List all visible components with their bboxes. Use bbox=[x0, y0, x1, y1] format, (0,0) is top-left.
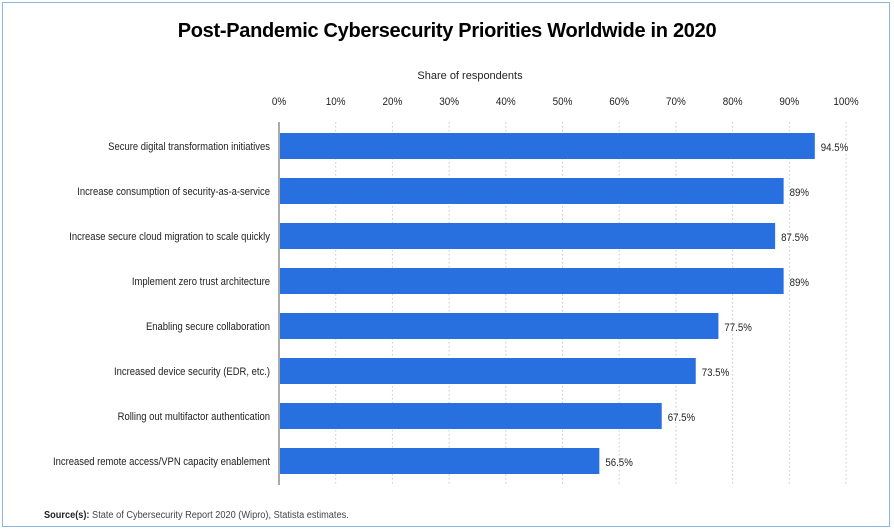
bar bbox=[280, 133, 815, 159]
bar bbox=[280, 178, 784, 204]
x-axis-title: Share of respondents bbox=[417, 70, 523, 82]
x-tick-label: 10% bbox=[326, 97, 346, 109]
category-label: Rolling out multifactor authentication bbox=[118, 411, 271, 423]
value-label: 73.5% bbox=[702, 368, 729, 380]
bar bbox=[280, 223, 776, 249]
category-label: Increased device security (EDR, etc.) bbox=[114, 366, 270, 378]
source-note: Source(s): State of Cybersecurity Report… bbox=[44, 510, 349, 521]
bar bbox=[280, 313, 719, 339]
bar bbox=[280, 448, 600, 474]
value-label: 87.5% bbox=[781, 233, 808, 245]
category-label: Increase secure cloud migration to scale… bbox=[69, 231, 270, 243]
source-text: State of Cybersecurity Report 2020 (Wipr… bbox=[89, 510, 349, 521]
category-label: Enabling secure collaboration bbox=[146, 321, 270, 333]
x-tick-label: 70% bbox=[666, 97, 686, 109]
category-label: Implement zero trust architecture bbox=[132, 276, 270, 288]
category-label: Increased remote access/VPN capacity ena… bbox=[53, 456, 270, 468]
value-label: 94.5% bbox=[821, 143, 848, 155]
x-tick-label: 100% bbox=[833, 97, 858, 109]
category-label: Increase consumption of security-as-a-se… bbox=[77, 186, 270, 198]
bar bbox=[280, 358, 696, 384]
bar bbox=[280, 268, 784, 294]
x-tick-label: 80% bbox=[723, 97, 743, 109]
x-tick-label: 40% bbox=[496, 97, 516, 109]
x-tick-label: 90% bbox=[779, 97, 799, 109]
x-tick-label: 30% bbox=[439, 97, 459, 109]
value-label: 56.5% bbox=[605, 458, 632, 470]
value-label: 77.5% bbox=[724, 323, 751, 335]
x-tick-label: 60% bbox=[609, 97, 629, 109]
value-label: 67.5% bbox=[668, 413, 695, 425]
x-tick-label: 0% bbox=[272, 97, 286, 109]
source-label: Source(s): bbox=[44, 510, 90, 521]
category-label: Secure digital transformation initiative… bbox=[108, 141, 270, 153]
value-label: 89% bbox=[790, 278, 809, 290]
x-tick-label: 20% bbox=[383, 97, 403, 109]
value-label: 89% bbox=[790, 188, 809, 200]
chart-title: Post-Pandemic Cybersecurity Priorities W… bbox=[177, 20, 717, 42]
x-tick-label: 50% bbox=[553, 97, 573, 109]
bar bbox=[280, 403, 662, 429]
